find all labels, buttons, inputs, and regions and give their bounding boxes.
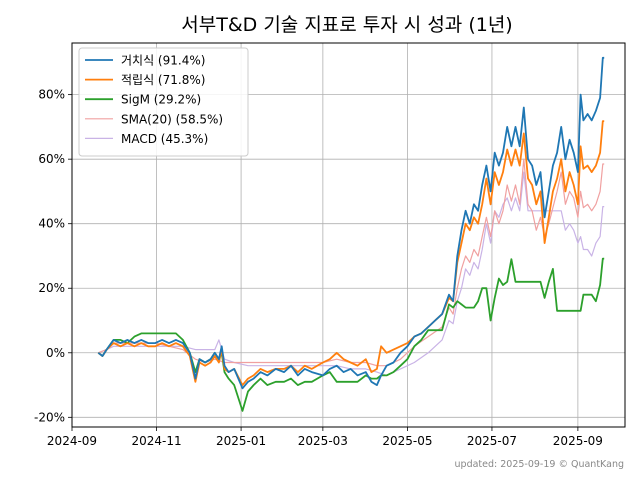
x-tick-label: 2025-03	[298, 434, 348, 448]
legend-label: SMA(20) (58.5%)	[121, 112, 223, 126]
y-tick-label: 80%	[38, 88, 65, 102]
y-tick-label: 40%	[38, 217, 65, 231]
axis-ticks: 2024-09 2024-11 2025-01 2025-03 2025-05 2025-…	[34, 88, 603, 448]
series-layer	[97, 56, 605, 412]
legend: 거치식 (91.4%) 적립식 (71.8%) SigM (29.2%) SMA(20…	[78, 47, 249, 157]
x-tick-label: 2025-05	[382, 434, 432, 448]
y-tick-label: 60%	[38, 152, 65, 166]
x-tick-label: 2025-07	[467, 434, 517, 448]
y-tick-label: -20%	[34, 410, 65, 424]
legend-label: 거치식 (91.4%)	[121, 54, 205, 68]
legend-label: MACD (45.3%)	[121, 132, 208, 146]
x-tick-label: 2025-01	[216, 434, 266, 448]
footer-text: updated: 2025-09-19 © QuantKang	[455, 459, 624, 470]
chart-title: 서부T&D 기술 지표로 투자 시 성과 (1년)	[181, 14, 512, 36]
plot-frame	[71, 42, 626, 428]
x-tick-label: 2024-11	[131, 434, 181, 448]
x-tick-label: 2025-09	[553, 434, 603, 448]
y-tick-label: 20%	[38, 281, 65, 295]
legend-box	[78, 47, 249, 157]
legend-label: SigM (29.2%)	[121, 93, 201, 107]
series-line-0	[97, 56, 605, 390]
legend-label: 적립식 (71.8%)	[121, 73, 205, 87]
series-line-3	[98, 158, 605, 367]
x-tick-label: 2024-09	[47, 434, 97, 448]
y-tick-label: 0%	[46, 346, 65, 360]
